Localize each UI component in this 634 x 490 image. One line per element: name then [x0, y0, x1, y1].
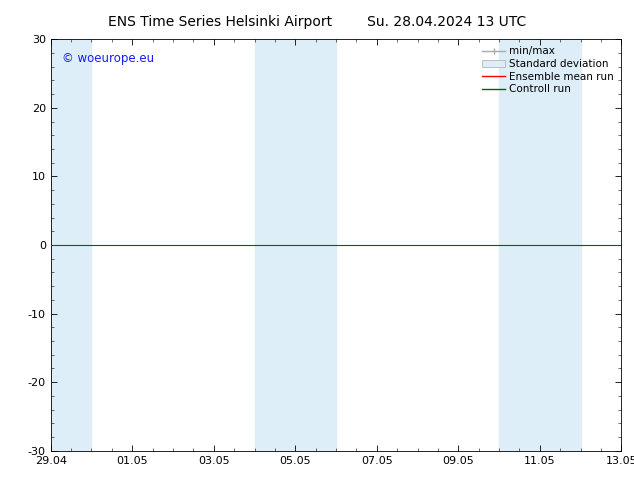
Legend: min/max, Standard deviation, Ensemble mean run, Controll run: min/max, Standard deviation, Ensemble me… — [480, 45, 616, 97]
Text: ENS Time Series Helsinki Airport        Su. 28.04.2024 13 UTC: ENS Time Series Helsinki Airport Su. 28.… — [108, 15, 526, 29]
Text: © woeurope.eu: © woeurope.eu — [62, 51, 154, 65]
Bar — [499, 39, 581, 451]
Bar — [254, 39, 336, 451]
Bar — [51, 39, 91, 451]
